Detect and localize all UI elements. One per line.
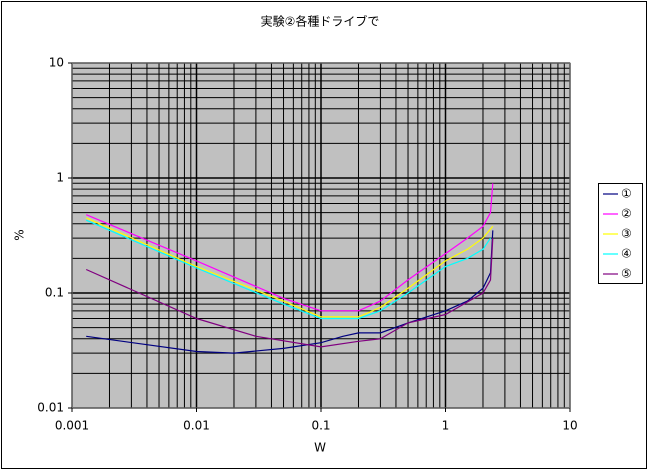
y-tick-label: 0.1 (45, 286, 64, 300)
x-tick-label: 10 (562, 419, 577, 433)
series-line (85, 219, 491, 320)
x-axis-label: W (314, 441, 326, 455)
grid (71, 62, 571, 409)
chart-title: 実験②各種ドライブで (261, 14, 380, 29)
legend-label: ② (621, 207, 632, 221)
series-line (85, 183, 494, 312)
x-tick-label: 0.1 (311, 419, 330, 433)
x-tick-label: 0.001 (55, 419, 89, 433)
series-line (86, 230, 494, 354)
series-line (85, 238, 494, 348)
legend-label: ④ (621, 247, 632, 261)
legend-label: ③ (621, 227, 632, 241)
legend-label: ⑤ (621, 267, 632, 281)
x-tick-label: 1 (442, 419, 450, 433)
series-line (85, 217, 494, 318)
y-tick-label: 1 (56, 171, 64, 185)
y-tick-label: 0.01 (37, 401, 64, 415)
y-tick-label: 10 (49, 56, 64, 70)
x-tick-label: 0.01 (183, 419, 210, 433)
lines (85, 183, 494, 354)
legend-label: ① (621, 187, 632, 201)
y-axis-label: % (13, 229, 27, 240)
